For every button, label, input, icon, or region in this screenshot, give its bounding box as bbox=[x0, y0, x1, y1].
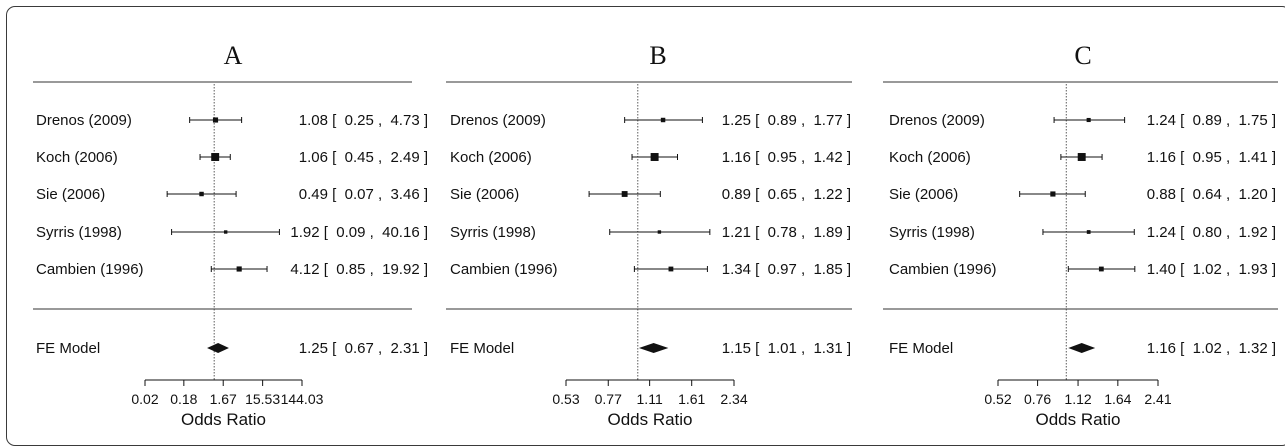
study-point bbox=[668, 266, 674, 272]
study-point bbox=[212, 117, 219, 123]
forest-plots-figure: A Drenos (2009) 1.08 [ 0.25 , 4.73 ] Koch (… bbox=[33, 41, 1278, 429]
x-tick-label: 0.76 bbox=[1024, 391, 1051, 407]
study-label: Cambien (1996) bbox=[36, 261, 144, 278]
study-ci-text: 1.34 [ 0.97 , 1.85 ] bbox=[722, 261, 851, 278]
forest-panel-b: B Drenos (2009) 1.25 [ 0.89 , 1.77 ] Koch (… bbox=[446, 41, 852, 429]
x-tick-label: 0.52 bbox=[984, 391, 1011, 407]
study-point bbox=[1050, 191, 1056, 197]
study-ci-text: 1.16 [ 0.95 , 1.42 ] bbox=[722, 149, 851, 166]
study-label: Sie (2006) bbox=[889, 186, 958, 203]
study-label: Syrris (1998) bbox=[889, 224, 975, 241]
forest-panel-a: A Drenos (2009) 1.08 [ 0.25 , 4.73 ] Koch (… bbox=[33, 41, 428, 429]
study-label: Drenos (2009) bbox=[36, 112, 132, 129]
study-ci-text: 1.24 [ 0.80 , 1.92 ] bbox=[1147, 224, 1276, 241]
study-ci-text: 1.08 [ 0.25 , 4.73 ] bbox=[299, 112, 428, 129]
study-point bbox=[650, 153, 659, 161]
study-ci-text: 0.89 [ 0.65 , 1.22 ] bbox=[722, 186, 851, 203]
study-point bbox=[211, 153, 220, 161]
study-label: Cambien (1996) bbox=[450, 261, 558, 278]
study-label: Koch (2006) bbox=[36, 149, 118, 166]
x-tick-label: 1.11 bbox=[637, 391, 663, 407]
study-ci-text: 4.12 [ 0.85 , 19.92 ] bbox=[290, 261, 428, 278]
x-tick-label: 144.03 bbox=[281, 391, 324, 407]
x-tick-label: 15.53 bbox=[245, 391, 280, 407]
summary-label: FE Model bbox=[889, 340, 953, 357]
summary-label: FE Model bbox=[36, 340, 100, 357]
study-label: Cambien (1996) bbox=[889, 261, 997, 278]
forest-panel-c: C Drenos (2009) 1.24 [ 0.89 , 1.75 ] Koch (… bbox=[883, 41, 1278, 429]
study-label: Koch (2006) bbox=[450, 149, 532, 166]
x-tick-label: 0.18 bbox=[170, 391, 197, 407]
panel-title: B bbox=[649, 41, 666, 70]
study-label: Drenos (2009) bbox=[450, 112, 546, 129]
summary-ci-text: 1.25 [ 0.67 , 2.31 ] bbox=[299, 340, 428, 357]
x-axis-title: Odds Ratio bbox=[607, 410, 692, 429]
study-point bbox=[236, 266, 242, 272]
panel-title: C bbox=[1074, 41, 1091, 70]
study-point bbox=[1086, 117, 1091, 123]
study-label: Sie (2006) bbox=[450, 186, 519, 203]
x-axis-title: Odds Ratio bbox=[181, 410, 266, 429]
x-tick-label: 1.12 bbox=[1064, 391, 1091, 407]
study-ci-text: 1.21 [ 0.78 , 1.89 ] bbox=[722, 224, 851, 241]
study-ci-text: 0.49 [ 0.07 , 3.46 ] bbox=[299, 186, 428, 203]
study-ci-text: 1.40 [ 1.02 , 1.93 ] bbox=[1147, 261, 1276, 278]
x-tick-label: 2.41 bbox=[1144, 391, 1171, 407]
study-label: Syrris (1998) bbox=[450, 224, 536, 241]
study-ci-text: 1.92 [ 0.09 , 40.16 ] bbox=[290, 224, 428, 241]
x-tick-label: 1.64 bbox=[1104, 391, 1131, 407]
study-ci-text: 1.25 [ 0.89 , 1.77 ] bbox=[722, 112, 851, 129]
study-label: Sie (2006) bbox=[36, 186, 105, 203]
study-label: Syrris (1998) bbox=[36, 224, 122, 241]
x-axis-title: Odds Ratio bbox=[1035, 410, 1120, 429]
study-label: Drenos (2009) bbox=[889, 112, 985, 129]
study-point bbox=[199, 191, 204, 197]
summary-diamond bbox=[638, 343, 669, 353]
x-tick-label: 0.77 bbox=[595, 391, 622, 407]
study-ci-text: 1.06 [ 0.45 , 2.49 ] bbox=[299, 149, 428, 166]
study-ci-text: 0.88 [ 0.64 , 1.20 ] bbox=[1147, 186, 1276, 203]
study-point bbox=[657, 230, 662, 234]
study-point bbox=[621, 191, 628, 197]
study-point bbox=[1077, 153, 1086, 161]
summary-label: FE Model bbox=[450, 340, 514, 357]
x-tick-label: 0.53 bbox=[552, 391, 579, 407]
x-tick-label: 1.67 bbox=[210, 391, 237, 407]
summary-ci-text: 1.16 [ 1.02 , 1.32 ] bbox=[1147, 340, 1276, 357]
summary-diamond bbox=[207, 343, 229, 353]
study-point bbox=[1086, 230, 1091, 234]
panel-title: A bbox=[224, 41, 243, 70]
summary-diamond bbox=[1068, 343, 1096, 353]
study-ci-text: 1.24 [ 0.89 , 1.75 ] bbox=[1147, 112, 1276, 129]
x-tick-label: 2.34 bbox=[720, 391, 747, 407]
study-point bbox=[1098, 266, 1104, 272]
x-tick-label: 1.61 bbox=[678, 391, 705, 407]
study-label: Koch (2006) bbox=[889, 149, 971, 166]
study-ci-text: 1.16 [ 0.95 , 1.41 ] bbox=[1147, 149, 1276, 166]
study-point bbox=[223, 230, 228, 234]
x-tick-label: 0.02 bbox=[131, 391, 158, 407]
summary-ci-text: 1.15 [ 1.01 , 1.31 ] bbox=[722, 340, 851, 357]
study-point bbox=[660, 117, 666, 123]
